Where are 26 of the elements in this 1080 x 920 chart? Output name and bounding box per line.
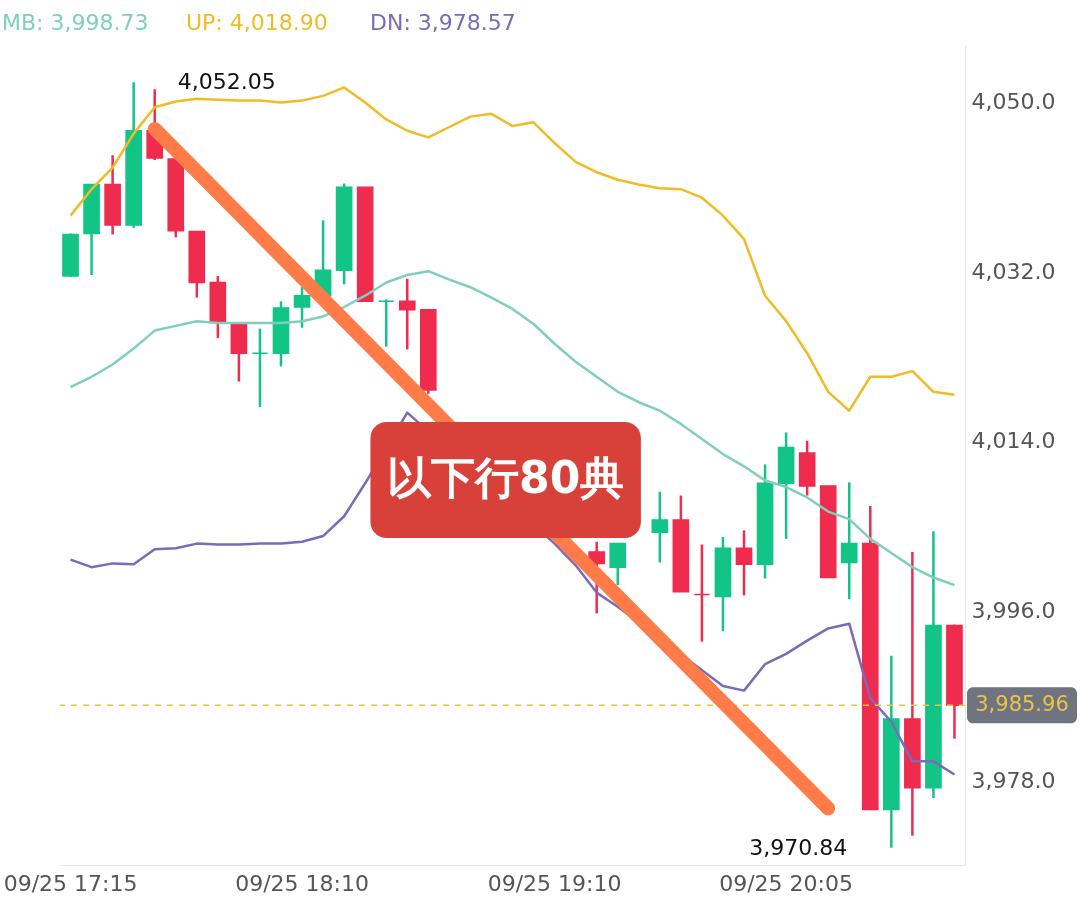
y-tick-label: 3,996.0 <box>971 598 1056 624</box>
x-tick-label: 09/25 19:10 <box>487 870 622 896</box>
text: MB: 3,998.73 <box>2 10 149 35</box>
candlestick <box>251 327 269 409</box>
text: DN: 3,978.57 <box>370 10 516 35</box>
candlestick <box>651 490 669 564</box>
candlestick <box>735 529 753 597</box>
y-tick-label: 4,050.0 <box>971 89 1056 115</box>
candlestick <box>840 481 858 601</box>
candlestick <box>293 285 311 330</box>
x-tick-label: 09/25 17:15 <box>3 870 138 896</box>
annotation: 以下行80典 <box>387 451 625 503</box>
text: UP: 4,018.90 <box>186 10 328 35</box>
candlestick <box>398 277 416 351</box>
annotation: 4,052.05 <box>177 69 276 95</box>
y-tick-label: 3,978.0 <box>971 767 1056 793</box>
candlestick <box>609 542 627 587</box>
y-tick-label: 4,014.0 <box>971 428 1056 454</box>
annotation: 3,970.84 <box>749 834 848 860</box>
candlestick <box>693 543 711 643</box>
line-series <box>69 269 956 587</box>
x-tick-label: 09/25 20:05 <box>719 870 853 896</box>
candlestick <box>377 298 395 348</box>
ref-line-label: 3,985.96 <box>975 692 1069 717</box>
x-tick-label: 09/25 18:10 <box>235 870 369 896</box>
y-tick-label: 4,032.0 <box>971 258 1056 284</box>
